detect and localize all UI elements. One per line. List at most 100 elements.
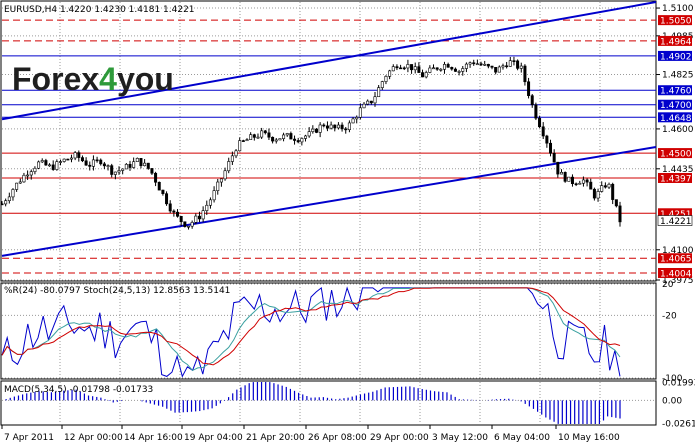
candle-body-36: [132, 161, 136, 168]
candle-body-61: [223, 170, 227, 180]
time-axis: 7 Apr 2011 12 Apr 00:00 14 Apr 16:00 19 Apr…: [1, 425, 620, 443]
price-levels: [2, 19, 656, 274]
candle-body-12: [44, 160, 48, 166]
candle-body-44: [161, 189, 165, 194]
candle-body-139: [508, 60, 512, 67]
candle-body-103: [377, 87, 381, 98]
candle-body-32: [117, 170, 121, 173]
candle-body-113: [413, 66, 417, 71]
level-box-8: [658, 208, 692, 219]
candle-body-7: [26, 174, 30, 177]
candle-body-3: [11, 189, 15, 198]
candle-body-24: [88, 164, 92, 167]
candle-body-20: [73, 152, 77, 159]
candle-body-95: [347, 122, 351, 130]
candle-body-67: [245, 139, 249, 142]
level-label-7: 1.4397: [660, 174, 692, 184]
candle-body-110: [402, 67, 406, 70]
candle-body-106: [388, 70, 392, 77]
oscillator-axis: 20 -20 -100: [662, 280, 683, 384]
candle-body-54: [197, 215, 201, 220]
candle-body-109: [399, 67, 403, 70]
candle-body-14: [51, 164, 55, 170]
candle-body-114: [417, 66, 421, 73]
svg-text:Forex4you: Forex4you: [12, 61, 174, 97]
candle-body-55: [201, 210, 205, 220]
candle-body-5: [18, 181, 22, 184]
candle-body-159: [581, 179, 585, 184]
time-tick-label-2: 14 Apr 16:00: [124, 433, 183, 443]
price-grid: [2, 2, 655, 281]
time-tick-label-8: 6 May 04:00: [494, 433, 550, 443]
candle-body-100: [366, 100, 370, 105]
candle-body-108: [395, 66, 399, 69]
candle-body-167: [611, 183, 615, 200]
candle-body-116: [424, 72, 428, 78]
candle-body-51: [186, 225, 190, 228]
candle-body-71: [260, 130, 264, 138]
candle-body-13: [48, 164, 52, 167]
candle-body-162: [592, 188, 596, 199]
time-tick-label-1: 12 Apr 00:00: [64, 433, 123, 443]
candle-body-47: [172, 210, 176, 213]
level-box-4: [658, 99, 692, 110]
candle-body-125: [457, 71, 461, 73]
macd-tick-label-1: 0.00: [662, 396, 682, 406]
price-tick-label-3: 1.4600: [662, 125, 694, 135]
trend-lines: [1, 1, 657, 257]
time-tick-label-0: 7 Apr 2011: [4, 433, 54, 443]
logo-part-forex: Forex: [12, 61, 99, 97]
candle-body-102: [373, 96, 377, 104]
candle-body-63: [230, 155, 234, 162]
time-tick-label-4: 21 Apr 20:00: [246, 433, 305, 443]
candle-body-26: [95, 159, 99, 162]
oscillator-grid: [2, 283, 655, 379]
time-tick-label-9: 10 May 16:00: [558, 433, 620, 443]
candle-body-156: [570, 176, 574, 185]
candle-body-29: [106, 165, 110, 167]
candle-body-147: [538, 117, 542, 128]
candle-body-58: [212, 190, 216, 201]
trend-line-1: [1, 146, 657, 257]
candle-body-149: [545, 135, 549, 144]
candle-body-132: [483, 63, 487, 66]
candle-body-93: [340, 124, 344, 130]
candle-body-120: [439, 68, 443, 71]
candle-body-160: [585, 179, 589, 183]
candle-body-41: [150, 168, 154, 174]
logo-part-4: 4: [99, 61, 117, 97]
candle-body-65: [238, 140, 242, 152]
osc-series-stoch-signal: [1, 287, 621, 366]
candle-body-76: [278, 138, 282, 141]
candle-body-46: [168, 203, 172, 212]
candle-body-118: [432, 67, 436, 70]
osc-tick-label-0: 20: [662, 280, 674, 290]
time-tick-label-6: 29 Apr 00:00: [370, 433, 429, 443]
macd-tick-label-0: 0.01993: [662, 379, 695, 389]
candle-body-129: [472, 62, 476, 65]
price-tick-label-2: 1.4825: [662, 71, 694, 81]
candle-body-8: [29, 171, 33, 176]
candle-body-18: [66, 158, 70, 161]
oscillator-panel-frame: [0, 282, 657, 380]
candle-body-117: [428, 67, 432, 73]
candle-body-81: [296, 140, 300, 143]
macd-tick-label-2: -0.02618: [662, 420, 695, 430]
candle-body-69: [252, 134, 256, 138]
candle-body-130: [475, 63, 479, 66]
candle-body-38: [139, 158, 143, 167]
candle-body-152: [556, 161, 560, 175]
level-label-2: 1.4902: [660, 52, 692, 62]
candle-body-158: [578, 182, 582, 185]
candle-body-138: [505, 65, 509, 68]
level-label-0: 1.5050: [660, 17, 692, 27]
candle-body-50: [183, 221, 187, 227]
candle-body-157: [574, 183, 578, 186]
candle-body-96: [351, 118, 355, 124]
candle-body-97: [355, 116, 359, 120]
forex4you-logo: Forex4you: [12, 61, 174, 97]
candle-body-94: [344, 128, 348, 131]
candle-body-49: [179, 216, 183, 223]
candle-body-143: [523, 65, 527, 83]
